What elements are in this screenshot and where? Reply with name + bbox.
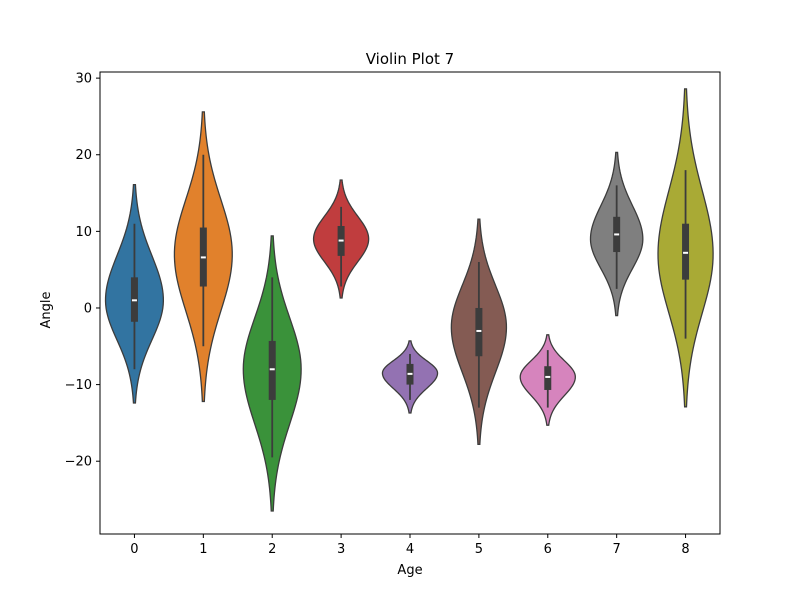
x-tick-label: 2 <box>268 542 276 557</box>
x-tick-label: 1 <box>199 542 207 557</box>
x-tick-label: 5 <box>475 542 483 557</box>
violin-iqr-box <box>544 366 552 390</box>
chart-title: Violin Plot 7 <box>366 50 454 68</box>
violin-7 <box>589 151 644 317</box>
y-tick-label: 30 <box>75 72 92 87</box>
x-axis-label: Age <box>397 563 422 578</box>
violin-iqr-box <box>682 223 690 280</box>
violin-4 <box>381 340 439 414</box>
violin-3 <box>312 179 370 299</box>
violin-iqr-box <box>475 307 483 357</box>
y-axis-label: Angle <box>39 292 54 329</box>
x-tick-label: 0 <box>130 542 138 557</box>
y-tick-label: −20 <box>65 455 92 470</box>
violin-8 <box>657 88 714 408</box>
violin-0 <box>104 183 165 404</box>
x-tick-label: 7 <box>613 542 621 557</box>
x-tick-label: 3 <box>337 542 345 557</box>
x-tick-label: 8 <box>681 542 689 557</box>
violin-2 <box>242 235 302 512</box>
violin-iqr-box <box>268 340 276 400</box>
y-tick-label: −10 <box>65 378 92 393</box>
y-axis: −20 −10 0 10 20 30 <box>65 72 100 470</box>
violins-group <box>104 88 714 512</box>
x-axis: 0 1 2 3 4 5 6 7 8 <box>130 534 690 557</box>
violin-1 <box>173 111 233 403</box>
x-tick-label: 6 <box>544 542 552 557</box>
y-tick-label: 20 <box>75 148 92 163</box>
y-tick-label: 0 <box>84 301 92 316</box>
x-tick-label: 4 <box>406 542 414 557</box>
violin-5 <box>450 218 508 446</box>
violin-6 <box>519 334 576 426</box>
y-tick-label: 10 <box>75 225 92 240</box>
